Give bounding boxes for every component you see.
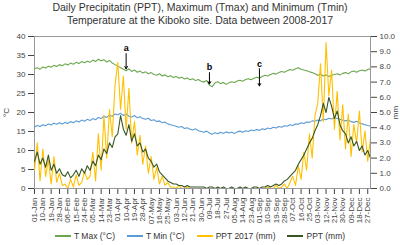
svg-text:23-Mar: 23-Mar — [105, 197, 114, 223]
svg-text:4.0: 4.0 — [380, 123, 392, 132]
svg-text:16-Oct: 16-Oct — [296, 197, 306, 222]
svg-text:03-Jun: 03-Jun — [171, 197, 181, 222]
svg-text:15-Feb: 15-Feb — [71, 197, 81, 223]
svg-text:01-Sep: 01-Sep — [255, 197, 264, 224]
svg-text:25-Oct: 25-Oct — [305, 197, 314, 222]
html-text:T Max (°C): T Max (°C) — [73, 231, 115, 241]
svg-text:30-Nov: 30-Nov — [338, 197, 348, 224]
svg-text:40: 40 — [17, 32, 26, 41]
svg-text:07-May: 07-May — [146, 197, 156, 225]
svg-text:19-Jan: 19-Jan — [46, 197, 56, 222]
svg-text:25-May: 25-May — [163, 197, 173, 225]
svg-text:18-Jul: 18-Jul — [213, 197, 223, 220]
svg-text:28-Jan: 28-Jan — [55, 197, 65, 222]
svg-text:9.0: 9.0 — [380, 47, 392, 56]
svg-text:3.0: 3.0 — [380, 138, 392, 147]
svg-text:01-Apr: 01-Apr — [113, 197, 123, 222]
svg-text:21-Jun: 21-Jun — [188, 197, 198, 222]
svg-text:03-Nov: 03-Nov — [313, 197, 323, 224]
svg-text:05-Mar: 05-Mar — [88, 197, 98, 223]
svg-text:a: a — [124, 43, 130, 53]
svg-text:16-May: 16-May — [155, 197, 164, 225]
svg-text:10-Apr: 10-Apr — [121, 197, 131, 222]
svg-text:12-Jun: 12-Jun — [180, 197, 189, 222]
svg-text:01-Jan: 01-Jan — [30, 197, 40, 222]
svg-text:5: 5 — [21, 165, 26, 174]
svg-text:19-Apr: 19-Apr — [130, 197, 139, 222]
svg-text:06-Feb: 06-Feb — [63, 197, 73, 223]
svg-text:09-Dec: 09-Dec — [346, 197, 356, 224]
svg-text:5.0: 5.0 — [380, 108, 392, 117]
svg-text:07-Oct: 07-Oct — [288, 197, 298, 222]
svg-text:24-Feb: 24-Feb — [80, 197, 89, 223]
svg-text:b: b — [207, 62, 213, 72]
html-text:PPT 2017 (mm): PPT 2017 (mm) — [215, 231, 276, 241]
svg-text:mm: mm — [391, 106, 400, 120]
svg-text:30-Jun: 30-Jun — [196, 197, 206, 222]
svg-text:10.0: 10.0 — [380, 32, 396, 41]
svg-text:8.0: 8.0 — [380, 62, 392, 71]
svg-text:19-Sep: 19-Sep — [271, 197, 281, 224]
svg-text:05-Aug: 05-Aug — [230, 197, 239, 224]
svg-text:6.0: 6.0 — [380, 93, 392, 102]
svg-text:28-Sep: 28-Sep — [280, 197, 289, 224]
svg-text:21-Nov: 21-Nov — [330, 197, 339, 224]
svg-text:10-Jan: 10-Jan — [38, 197, 48, 222]
svg-text:14-Aug: 14-Aug — [238, 197, 248, 224]
svg-text:30: 30 — [17, 70, 26, 79]
svg-text:2.0: 2.0 — [380, 154, 392, 163]
svg-text:27-Jul: 27-Jul — [221, 197, 231, 220]
svg-text:20: 20 — [17, 108, 26, 117]
svg-text:1.0: 1.0 — [380, 169, 392, 178]
svg-text:°C: °C — [2, 108, 11, 117]
svg-text:15: 15 — [17, 127, 26, 136]
html-text:T Min (°C): T Min (°C) — [146, 231, 185, 241]
html-text:PPT (mm): PPT (mm) — [306, 231, 345, 241]
svg-text:0.0: 0.0 — [380, 184, 392, 193]
svg-text:10: 10 — [17, 146, 26, 155]
svg-text:23-Aug: 23-Aug — [246, 197, 256, 224]
svg-text:35: 35 — [17, 51, 26, 60]
svg-text:12-Nov: 12-Nov — [321, 197, 331, 224]
html-text:Daily Precipitatin (PPT), Maxi: Daily Precipitatin (PPT), Maximum (Tmax)… — [52, 1, 348, 26]
svg-text:27-Dec: 27-Dec — [363, 198, 372, 224]
svg-text:7.0: 7.0 — [380, 78, 392, 87]
svg-text:09-Jul: 09-Jul — [205, 197, 214, 220]
svg-text:c: c — [257, 59, 262, 69]
svg-text:14-Mar: 14-Mar — [96, 197, 106, 223]
svg-text:25: 25 — [17, 89, 26, 98]
svg-text:0: 0 — [21, 184, 26, 193]
svg-text:28-Apr: 28-Apr — [138, 197, 148, 222]
svg-text:18-Dec: 18-Dec — [355, 197, 364, 224]
svg-text:10-Sep: 10-Sep — [263, 197, 273, 224]
